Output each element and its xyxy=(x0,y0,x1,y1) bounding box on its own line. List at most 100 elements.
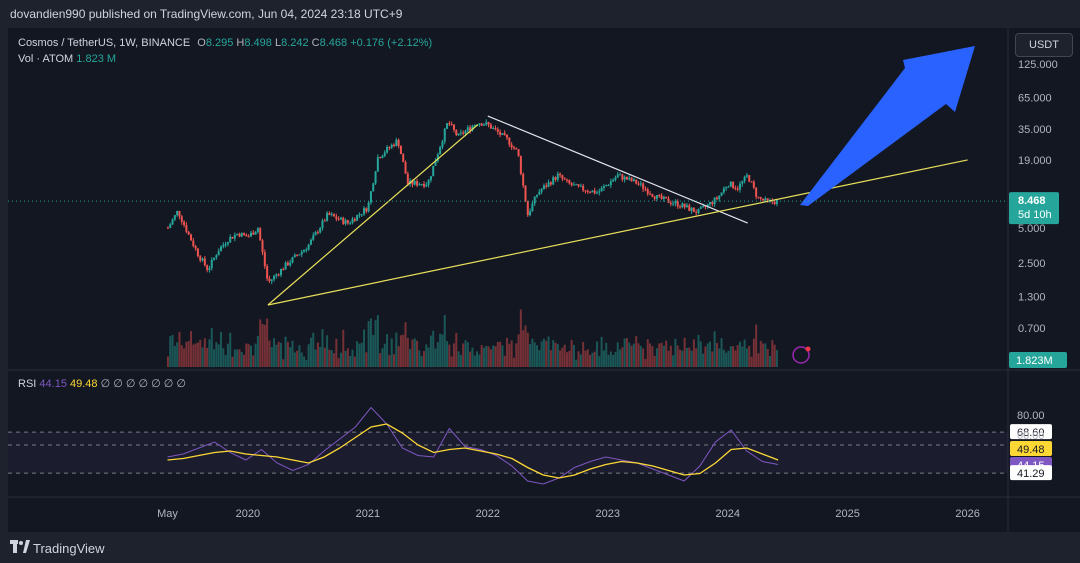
candle-body xyxy=(213,257,216,260)
volume-bar xyxy=(446,341,449,367)
volume-bar xyxy=(305,359,308,367)
volume-bar xyxy=(194,343,197,367)
publisher-line: dovandien990 published on TradingView.co… xyxy=(10,7,403,21)
volume-bar xyxy=(625,338,628,367)
volume-bar xyxy=(494,346,497,367)
candle-body xyxy=(628,177,631,180)
volume-bar xyxy=(448,344,451,367)
candle-body xyxy=(293,254,296,258)
volume-bar xyxy=(556,343,559,367)
volume-bar xyxy=(496,341,499,367)
volume-bar xyxy=(729,346,732,367)
candle-body xyxy=(614,177,617,180)
volume-bar xyxy=(542,338,545,367)
volume-bar xyxy=(219,331,222,367)
candle-body xyxy=(390,144,393,148)
candle-body xyxy=(619,174,622,176)
candle-body xyxy=(416,181,419,186)
candle-body xyxy=(554,177,557,180)
candle-body xyxy=(586,190,589,192)
volume-bar xyxy=(360,342,363,367)
candle-body xyxy=(542,185,545,190)
candle-body xyxy=(644,188,647,190)
volume-bar xyxy=(402,334,405,367)
candle-body xyxy=(531,203,534,212)
time-axis: May 2020 2021 2022 2023 2024 2025 2026 xyxy=(157,508,980,520)
volume-legend[interactable]: Vol · ATOM 1.823 M xyxy=(18,53,116,65)
volume-bar xyxy=(489,349,492,367)
candle-body xyxy=(515,147,518,150)
candle-body xyxy=(676,201,679,207)
candle-body xyxy=(300,251,303,255)
footer-brand: TradingView xyxy=(33,541,105,556)
volume-bar xyxy=(476,351,479,367)
rsi-legend[interactable]: RSI 44.15 49.48 ∅ ∅ ∅ ∅ ∅ ∅ ∅ xyxy=(18,377,186,390)
candle-body xyxy=(651,194,654,197)
candle-body xyxy=(545,185,548,187)
volume-bar xyxy=(231,356,234,367)
price-tick-label: 19.000 xyxy=(1018,155,1052,167)
candle-body xyxy=(665,196,668,199)
candle-body xyxy=(201,258,204,261)
candle-body xyxy=(309,239,312,245)
volume-bar xyxy=(598,356,601,367)
countdown-label: 5d 10h xyxy=(1018,209,1052,221)
volume-bar xyxy=(425,344,428,367)
volume-bar xyxy=(409,349,412,367)
symbol-title[interactable]: Cosmos / TetherUS, 1W, BINANCE xyxy=(18,37,191,49)
candle-body xyxy=(321,220,324,229)
trendlines xyxy=(8,46,1008,364)
volume-bar xyxy=(619,349,622,367)
candle-body xyxy=(199,256,202,261)
candle-body xyxy=(388,147,391,149)
volume-bar xyxy=(762,343,765,367)
volume-bar xyxy=(492,345,495,367)
candle-body xyxy=(316,232,319,234)
volume-bar xyxy=(547,336,550,367)
volume-bar xyxy=(330,350,333,367)
volume-bar xyxy=(418,350,421,367)
volume-bar xyxy=(266,318,269,367)
candle-body xyxy=(630,177,633,182)
volume-bar xyxy=(416,340,419,367)
volume-bar xyxy=(406,338,409,367)
candle-body xyxy=(522,173,525,186)
volume-bar xyxy=(658,343,661,367)
volume-bar xyxy=(609,351,612,367)
candle-body xyxy=(743,176,746,182)
volume-bar xyxy=(519,309,522,367)
price-tick-label: 5.000 xyxy=(1018,223,1046,235)
candle-body xyxy=(176,211,179,216)
candle-body xyxy=(757,196,760,198)
symbol-legend[interactable]: Cosmos / TetherUS, 1W, BINANCE O8.295 H8… xyxy=(18,37,432,49)
candle-body xyxy=(695,211,698,214)
volume-bar xyxy=(337,358,340,367)
close-label: C xyxy=(311,37,320,49)
currency-button[interactable]: USDT xyxy=(1015,33,1073,57)
candle-body xyxy=(425,184,428,187)
volume-bar xyxy=(533,342,536,367)
volume-bar xyxy=(196,342,199,367)
candle-body xyxy=(314,232,317,236)
alert-icon xyxy=(792,346,810,364)
candle-body xyxy=(439,147,442,155)
candle-body xyxy=(556,173,559,180)
candle-body xyxy=(681,203,684,208)
candle-body xyxy=(363,208,366,215)
volume-bar xyxy=(397,346,400,367)
candle-body xyxy=(503,133,506,135)
candle-body xyxy=(584,190,587,192)
candle-body xyxy=(344,220,347,224)
candle-body xyxy=(402,154,405,163)
candle-body xyxy=(533,196,536,204)
rsi-tick-badge xyxy=(1010,465,1052,481)
candle-body xyxy=(166,227,169,229)
long-support-line xyxy=(267,159,968,306)
volume-bar xyxy=(286,342,289,367)
candle-body xyxy=(595,192,598,194)
candle-body xyxy=(725,186,728,189)
volume-bar xyxy=(372,335,375,367)
candle-body xyxy=(236,233,239,235)
volume-bar xyxy=(275,344,278,367)
